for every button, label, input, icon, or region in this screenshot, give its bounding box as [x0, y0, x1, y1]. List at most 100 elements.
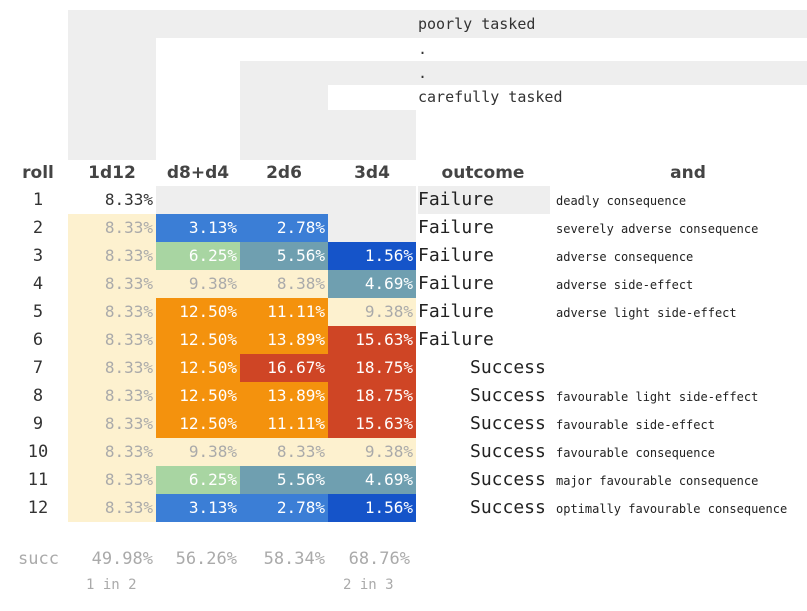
prob-cell-1d12: 8.33% — [68, 214, 156, 242]
prob-cell-3d4: 4.69% — [328, 466, 416, 494]
roll-number: 6 — [32, 330, 44, 350]
prob-cell-3d4: 18.75% — [328, 382, 416, 410]
prob-cell-2d6: 2.78% — [240, 494, 328, 522]
roll-number: 9 — [32, 414, 44, 434]
prob-cell-1d12: 8.33% — [68, 410, 156, 438]
consequence-text: adverse consequence — [556, 250, 694, 264]
prob-cell-1d12: 8.33% — [104, 190, 153, 209]
prob-cell-2d6: 11.11% — [240, 298, 328, 326]
consequence-text: favourable side-effect — [556, 418, 715, 432]
outcome-success: Success — [470, 357, 546, 378]
footer-d8d4: 56.26% — [175, 549, 237, 569]
prob-cell-2d6: 5.56% — [240, 466, 328, 494]
prob-cell-3d4 — [328, 214, 416, 242]
prob-cell-3d4: 18.75% — [328, 354, 416, 382]
stair-label-carefully: carefully tasked — [418, 88, 563, 106]
tier-3d4-white — [416, 85, 807, 160]
prob-cell-d8d4: 3.13% — [156, 494, 240, 522]
prob-cell-3d4: 15.63% — [328, 410, 416, 438]
prob-cell-d8d4: 6.25% — [156, 466, 240, 494]
prob-cell-1d12: 8.33% — [68, 382, 156, 410]
prob-cell-d8d4: 12.50% — [156, 382, 240, 410]
outcome-failure: Failure — [418, 245, 494, 266]
prob-cell-1d12: 8.33% — [68, 438, 156, 466]
prob-cell-d8d4: 12.50% — [156, 354, 240, 382]
prob-cell-3d4: 4.69% — [328, 270, 416, 298]
header-d8d4: d8+d4 — [166, 163, 230, 183]
prob-cell-2d6: 8.33% — [240, 438, 328, 466]
consequence-text: severely adverse consequence — [556, 222, 759, 236]
header-2d6: 2d6 — [266, 163, 302, 183]
header-outcome: outcome — [441, 163, 525, 183]
header-and: and — [670, 163, 706, 183]
prob-cell-1d12: 8.33% — [68, 270, 156, 298]
prob-cell-3d4 — [328, 186, 416, 214]
outcome-failure: Failure — [418, 329, 494, 350]
stair-label-dot-1: . — [418, 40, 428, 58]
consequence-text: optimally favourable consequence — [556, 502, 788, 516]
outcome-success: Success — [470, 413, 546, 434]
header-roll: roll — [22, 163, 54, 183]
prob-cell-2d6 — [240, 186, 328, 214]
roll-number: 12 — [27, 498, 49, 518]
prob-cell-1d12: 8.33% — [68, 326, 156, 354]
col-1d12-cap — [68, 38, 156, 160]
prob-cell-1d12: 8.33% — [68, 298, 156, 326]
footer-odds-3d4: 2 in 3 — [343, 577, 394, 593]
prob-cell-2d6: 13.89% — [240, 326, 328, 354]
roll-number: 7 — [32, 358, 44, 378]
footer-1d12: 49.98% — [91, 549, 153, 569]
roll-number: 8 — [32, 386, 44, 406]
prob-cell-1d12: 8.33% — [68, 466, 156, 494]
prob-cell-2d6: 5.56% — [240, 242, 328, 270]
roll-number: 2 — [32, 218, 44, 238]
prob-cell-d8d4: 3.13% — [156, 214, 240, 242]
consequence-text: deadly consequence — [556, 194, 687, 208]
roll-number: 10 — [27, 442, 49, 462]
prob-cell-d8d4 — [156, 186, 240, 214]
prob-cell-2d6: 16.67% — [240, 354, 328, 382]
prob-cell-d8d4: 6.25% — [156, 242, 240, 270]
prob-cell-d8d4: 12.50% — [156, 410, 240, 438]
prob-cell-d8d4: 12.50% — [156, 298, 240, 326]
prob-cell-3d4: 9.38% — [328, 298, 416, 326]
prob-cell-2d6: 11.11% — [240, 410, 328, 438]
prob-cell-3d4: 1.56% — [328, 242, 416, 270]
consequence-text: favourable consequence — [556, 446, 715, 460]
prob-cell-3d4: 1.56% — [328, 494, 416, 522]
outcome-success: Success — [470, 385, 546, 406]
footer-succ-label: succ — [18, 549, 59, 569]
prob-cell-2d6: 8.38% — [240, 270, 328, 298]
roll-number: 4 — [32, 274, 44, 294]
prob-cell-3d4: 9.38% — [328, 438, 416, 466]
prob-cell-d8d4: 9.38% — [156, 270, 240, 298]
stair-label-poorly: poorly tasked — [418, 15, 536, 33]
outcome-success: Success — [470, 441, 546, 462]
outcome-failure: Failure — [418, 217, 494, 238]
roll-number: 1 — [32, 190, 44, 210]
footer-2d6: 58.34% — [263, 549, 325, 569]
outcome-success: Success — [470, 497, 546, 518]
outcome-failure: Failure — [418, 273, 494, 294]
col-3d4-cap — [328, 110, 416, 160]
col-2d6-cap — [240, 85, 328, 160]
header-1d12: 1d12 — [88, 163, 136, 183]
roll-number: 5 — [32, 302, 44, 322]
header-3d4: 3d4 — [354, 163, 390, 183]
prob-cell-2d6: 2.78% — [240, 214, 328, 242]
consequence-text: major favourable consequence — [556, 474, 759, 488]
prob-cell-d8d4: 12.50% — [156, 326, 240, 354]
outcome-success: Success — [470, 469, 546, 490]
prob-cell-3d4: 15.63% — [328, 326, 416, 354]
prob-cell-1d12: 8.33% — [68, 494, 156, 522]
stair-label-dot-2: . — [418, 64, 428, 82]
roll-number: 11 — [27, 470, 49, 490]
consequence-text: adverse light side-effect — [556, 306, 737, 320]
tier-3d4-top — [328, 85, 416, 110]
footer-3d4: 68.76% — [348, 549, 410, 569]
prob-cell-d8d4: 9.38% — [156, 438, 240, 466]
outcome-failure: Failure — [418, 301, 494, 322]
tier-bar-d8d4 — [156, 38, 807, 61]
prob-cell-1d12: 8.33% — [68, 242, 156, 270]
consequence-text: adverse side-effect — [556, 278, 694, 292]
